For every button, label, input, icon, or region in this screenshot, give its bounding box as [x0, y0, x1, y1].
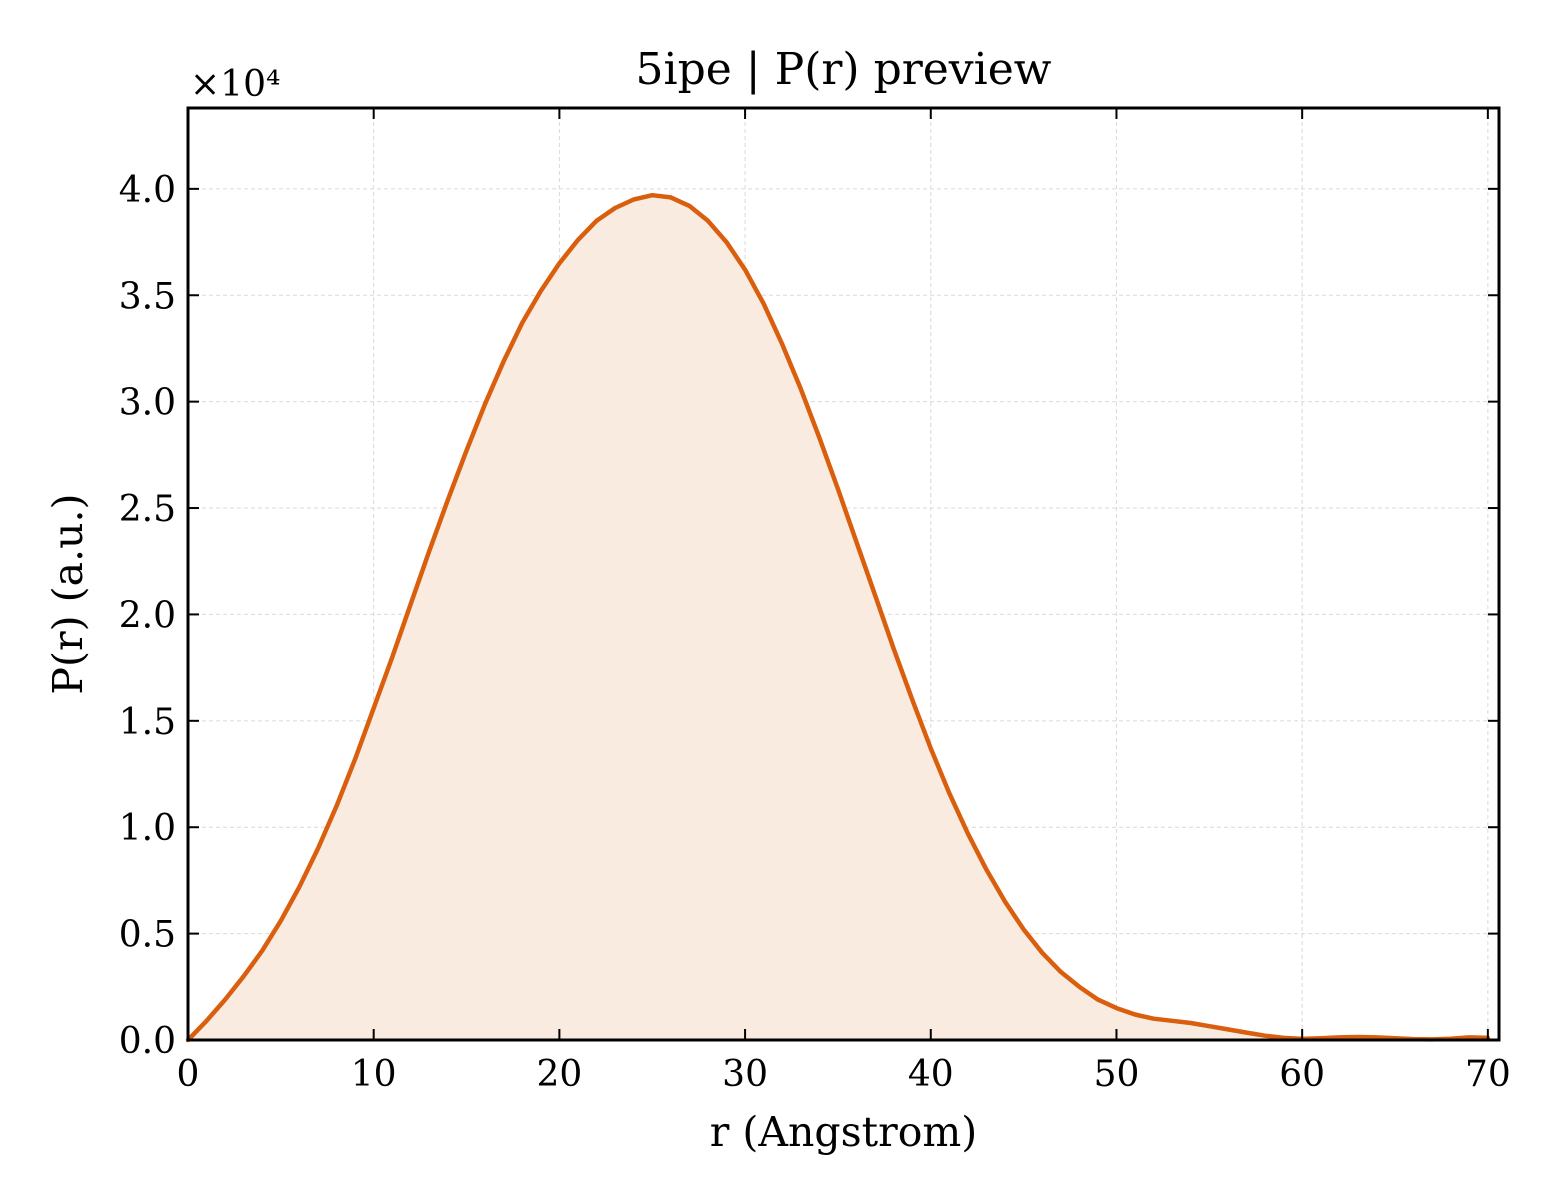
- y-tick-label: 2.0: [119, 595, 176, 636]
- y-tick-label: 1.5: [119, 702, 176, 743]
- chart-title: 5ipe | P(r) preview: [636, 44, 1052, 95]
- x-tick-label: 20: [536, 1054, 582, 1095]
- x-tick-label: 30: [722, 1054, 768, 1095]
- x-tick-label: 70: [1465, 1054, 1511, 1095]
- y-tick-label: 3.0: [119, 383, 176, 424]
- pr-series-line: [185, 192, 1491, 1043]
- x-tick-label: 10: [351, 1054, 397, 1095]
- y-scale-multiplier-label: ×10⁴: [190, 64, 280, 105]
- plot-frame: [186, 106, 1501, 1042]
- x-axis-label: r (Angstrom): [710, 1108, 978, 1156]
- y-tick-label: 0.0: [119, 1021, 176, 1062]
- x-tick-label: 60: [1279, 1054, 1325, 1095]
- y-tick-label: 0.5: [119, 915, 176, 956]
- y-axis-label: P(r) (a.u.): [44, 493, 92, 694]
- x-tick-label: 40: [908, 1054, 954, 1095]
- tick-layer: 0 10 20 30 40 50 60 70 0.0 0.5 1.0 1.5 2.0 2.5 3.0 3.5 4…: [119, 108, 1511, 1095]
- y-tick-label: 2.5: [119, 489, 176, 530]
- x-tick-label: 50: [1094, 1054, 1140, 1095]
- pr-area-fill: [188, 195, 1488, 1040]
- y-tick-label: 4.0: [119, 170, 176, 211]
- y-tick-label: 3.5: [119, 276, 176, 317]
- y-tick-label: 1.0: [119, 808, 176, 849]
- x-tick-label: 0: [177, 1054, 200, 1095]
